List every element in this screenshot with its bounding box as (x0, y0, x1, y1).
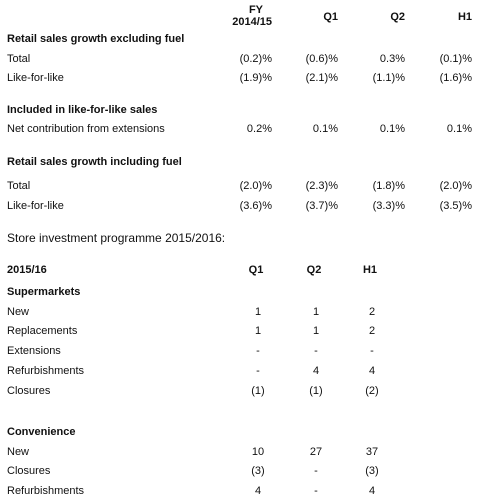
cell-value: 0.2% (246, 123, 272, 135)
row-label: New (7, 306, 30, 318)
cell-value: - (370, 345, 374, 357)
cell-value: - (314, 485, 318, 497)
cell-value: - (314, 345, 318, 357)
cell-value: - (314, 465, 318, 477)
cell-value: 1 (254, 306, 262, 318)
cell-value: 2 (368, 306, 376, 318)
section-title: Convenience (7, 426, 76, 438)
column-header: FY (248, 4, 263, 16)
cell-value: (3.3)% (372, 200, 405, 212)
cell-value: 1 (254, 325, 262, 337)
cell-value: 1 (312, 306, 320, 318)
cell-value: 27 (309, 446, 323, 458)
cell-value: 1 (312, 325, 320, 337)
section-title: Included in like-for-like sales (7, 104, 158, 116)
column-header: Q1 (248, 264, 264, 276)
cell-value: (0.1)% (439, 53, 472, 65)
row-label: Net contribution from extensions (7, 123, 165, 135)
row-label: Closures (7, 465, 51, 477)
caption: Store investment programme 2015/2016: (7, 231, 226, 245)
column-header: Q2 (306, 264, 322, 276)
table-title: 2015/16 (7, 264, 47, 276)
cell-value: 4 (254, 485, 262, 497)
row-label: New (7, 446, 30, 458)
cell-value: - (256, 365, 260, 377)
cell-value: 0.1% (312, 123, 338, 135)
section-title: Retail sales growth including fuel (7, 156, 182, 168)
column-header: 2014/15 (232, 16, 272, 28)
cell-value: (1.1)% (372, 72, 405, 84)
cell-value: (1) (251, 385, 265, 397)
cell-value: 2 (368, 325, 376, 337)
cell-value: (1) (309, 385, 323, 397)
row-label: Refurbishments (7, 365, 85, 377)
row-label: Like-for-like (7, 200, 64, 212)
cell-value: (1.6)% (439, 72, 472, 84)
row-label: Closures (7, 385, 51, 397)
section-title: Supermarkets (7, 286, 81, 298)
column-header: H1 (362, 264, 378, 276)
cell-value: 37 (365, 446, 379, 458)
cell-value: (2.3)% (305, 180, 338, 192)
cell-value: (2.1)% (305, 72, 338, 84)
column-header: Q1 (323, 11, 338, 23)
cell-value: (2.0)% (439, 180, 472, 192)
cell-value: (2) (365, 385, 379, 397)
cell-value: (1.9)% (239, 72, 272, 84)
section-title: Retail sales growth excluding fuel (7, 33, 185, 45)
cell-value: 0.1% (379, 123, 405, 135)
cell-value: (0.6)% (305, 53, 338, 65)
cell-value: (1.8)% (372, 180, 405, 192)
cell-value: 4 (368, 365, 376, 377)
cell-value: (3.7)% (305, 200, 338, 212)
column-header: H1 (457, 11, 472, 23)
cell-value: (2.0)% (239, 180, 272, 192)
row-label: Like-for-like (7, 72, 64, 84)
row-label: Extensions (7, 345, 61, 357)
cell-value: 4 (368, 485, 376, 497)
cell-value: 0.1% (446, 123, 472, 135)
row-label: Total (7, 180, 31, 192)
row-label: Refurbishments (7, 485, 85, 497)
cell-value: (3.5)% (439, 200, 472, 212)
row-label: Total (7, 53, 31, 65)
cell-value: (3) (251, 465, 265, 477)
cell-value: 0.3% (379, 53, 405, 65)
cell-value: - (256, 345, 260, 357)
cell-value: (3) (365, 465, 379, 477)
cell-value: (0.2)% (239, 53, 272, 65)
cell-value: (3.6)% (239, 200, 272, 212)
cell-value: 4 (312, 365, 320, 377)
row-label: Replacements (7, 325, 78, 337)
cell-value: 10 (251, 446, 265, 458)
column-header: Q2 (390, 11, 405, 23)
